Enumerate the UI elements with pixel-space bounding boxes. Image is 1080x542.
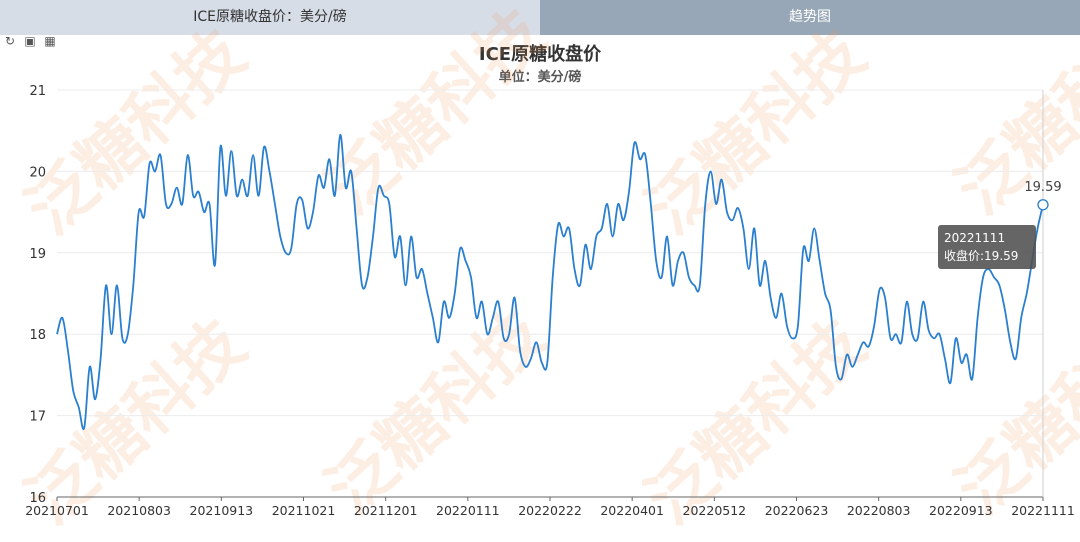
x-tick-label: 20220803	[847, 503, 911, 518]
tab-trend-chart[interactable]: 趋势图	[540, 0, 1080, 35]
x-tick-label: 20221111	[1011, 503, 1075, 518]
x-tick-label: 20220401	[600, 503, 664, 518]
chart-toolbox: ↻ ▣ ▦	[3, 34, 57, 48]
chart-tooltip: 20221111 收盘价:19.59	[938, 225, 1036, 269]
x-tick-label: 20210701	[25, 503, 89, 518]
refresh-icon[interactable]: ↻	[4, 34, 16, 48]
tooltip-date: 20221111	[944, 231, 1006, 245]
chart-title: ICE原糖收盘价	[478, 44, 602, 65]
y-tick-label: 21	[29, 84, 46, 99]
x-tick-label: 20211201	[354, 503, 418, 518]
tab-bar: ICE原糖收盘价：美分/磅 趋势图	[0, 0, 1080, 35]
last-value-label: 19.59	[1024, 180, 1061, 195]
line-chart: 16 17 18 19 20 21 20210701 20210803 20210913 2021…	[25, 84, 1075, 518]
x-tick-label: 20211021	[272, 503, 336, 518]
x-tick-label: 20220913	[929, 503, 993, 518]
y-tick-label: 19	[29, 247, 46, 262]
last-point-marker	[1037, 199, 1049, 211]
tooltip-value: 收盘价:19.59	[944, 249, 1019, 263]
x-tick-label: 20220222	[518, 503, 582, 518]
x-tick-label: 20220512	[683, 503, 747, 518]
chart-subtitle: 单位：美分/磅	[498, 70, 582, 85]
x-tick-label: 20210803	[107, 503, 171, 518]
tab-closing-price[interactable]: ICE原糖收盘价：美分/磅	[0, 0, 540, 35]
x-tick-label: 20220623	[765, 503, 829, 518]
y-tick-label: 16	[29, 491, 46, 506]
fullscreen-icon[interactable]: ▣	[24, 34, 36, 48]
x-tick-label: 20210913	[190, 503, 254, 518]
x-tick-label: 20220111	[436, 503, 500, 518]
y-tick-label: 17	[29, 410, 46, 425]
price-series-line	[56, 133, 1044, 431]
y-tick-label: 18	[29, 328, 46, 343]
y-tick-label: 20	[29, 165, 46, 180]
table-icon[interactable]: ▦	[44, 34, 56, 48]
